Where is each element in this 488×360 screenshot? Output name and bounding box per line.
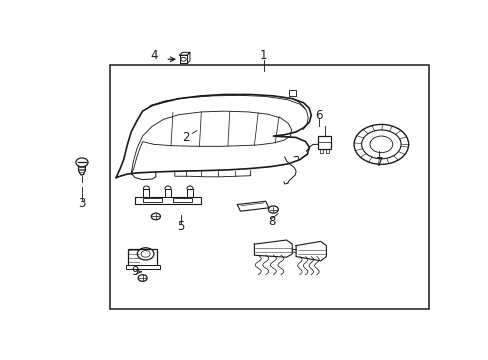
Text: 3: 3 (78, 198, 85, 211)
Text: 7: 7 (375, 156, 383, 169)
Text: 2: 2 (182, 131, 189, 144)
Text: 6: 6 (314, 109, 322, 122)
Bar (317, 136, 331, 149)
Bar (128, 249, 157, 266)
Text: 4: 4 (150, 49, 158, 62)
Bar (110, 66, 428, 309)
Text: 5: 5 (177, 220, 184, 233)
Text: 9: 9 (131, 265, 139, 278)
Text: 8: 8 (267, 216, 275, 229)
Bar (125, 265, 159, 269)
Text: 1: 1 (260, 49, 267, 62)
